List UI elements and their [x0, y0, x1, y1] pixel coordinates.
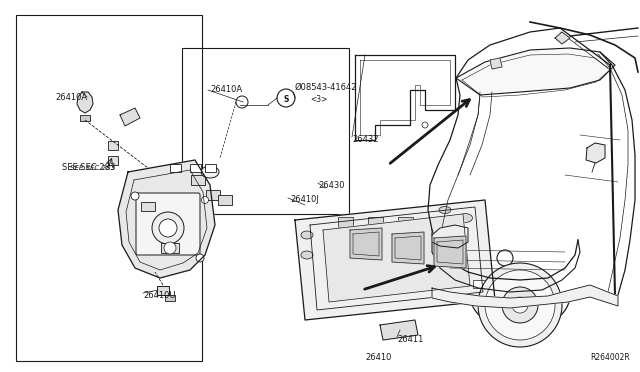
Bar [161, 243, 179, 253]
Ellipse shape [301, 251, 313, 259]
Circle shape [164, 242, 176, 254]
Circle shape [512, 297, 528, 313]
Polygon shape [120, 108, 140, 126]
Circle shape [159, 219, 177, 237]
Text: 26410A: 26410A [210, 86, 242, 94]
Text: R264002R: R264002R [590, 353, 630, 362]
Bar [397, 217, 413, 227]
Bar [473, 280, 487, 288]
Text: 26410J: 26410J [290, 196, 319, 205]
Polygon shape [456, 48, 615, 95]
Circle shape [478, 263, 562, 347]
Bar [191, 175, 205, 185]
Bar [428, 217, 442, 227]
Bar [108, 141, 118, 150]
Circle shape [485, 270, 555, 340]
Bar [367, 217, 383, 227]
Polygon shape [380, 320, 418, 340]
Ellipse shape [439, 206, 451, 214]
Bar [16, 15, 202, 361]
Polygon shape [118, 160, 215, 278]
Bar [165, 295, 175, 301]
Circle shape [502, 287, 538, 323]
Polygon shape [323, 214, 470, 302]
Polygon shape [490, 58, 502, 69]
FancyBboxPatch shape [136, 193, 200, 255]
Polygon shape [432, 225, 468, 248]
Circle shape [497, 250, 513, 266]
Polygon shape [586, 143, 605, 163]
Polygon shape [77, 92, 93, 113]
Polygon shape [295, 200, 495, 320]
Text: 26410U: 26410U [143, 291, 175, 299]
Bar [170, 164, 180, 172]
Text: 26410A: 26410A [55, 93, 87, 102]
Bar [80, 115, 90, 121]
Bar [141, 202, 155, 211]
Text: 26430: 26430 [318, 180, 344, 189]
Polygon shape [434, 236, 466, 268]
Text: <3>: <3> [310, 96, 328, 105]
Circle shape [422, 122, 428, 128]
Circle shape [196, 254, 204, 262]
Bar [453, 276, 467, 284]
Ellipse shape [201, 166, 219, 178]
Bar [157, 285, 169, 295]
Bar [218, 195, 232, 205]
Bar [182, 48, 349, 214]
Bar [337, 217, 353, 227]
Polygon shape [555, 32, 570, 44]
Circle shape [152, 212, 184, 244]
Circle shape [236, 96, 248, 108]
Circle shape [277, 89, 295, 107]
Ellipse shape [458, 214, 472, 222]
Bar [206, 190, 220, 200]
Text: 26432: 26432 [352, 135, 378, 144]
Text: SEE SEC.283: SEE SEC.283 [62, 163, 115, 171]
Text: SEE SEC.283: SEE SEC.283 [70, 165, 115, 171]
Text: Ø08543-41642: Ø08543-41642 [295, 83, 358, 92]
Text: 26411: 26411 [397, 336, 424, 344]
Bar [205, 164, 216, 172]
Circle shape [131, 192, 139, 200]
Circle shape [202, 196, 209, 203]
Ellipse shape [301, 231, 313, 239]
Text: 26410: 26410 [365, 353, 392, 362]
Bar [189, 164, 200, 172]
Text: S: S [284, 94, 289, 103]
Polygon shape [432, 285, 618, 308]
Polygon shape [350, 228, 382, 260]
Ellipse shape [436, 232, 454, 242]
Bar [108, 155, 118, 164]
Polygon shape [392, 232, 424, 264]
